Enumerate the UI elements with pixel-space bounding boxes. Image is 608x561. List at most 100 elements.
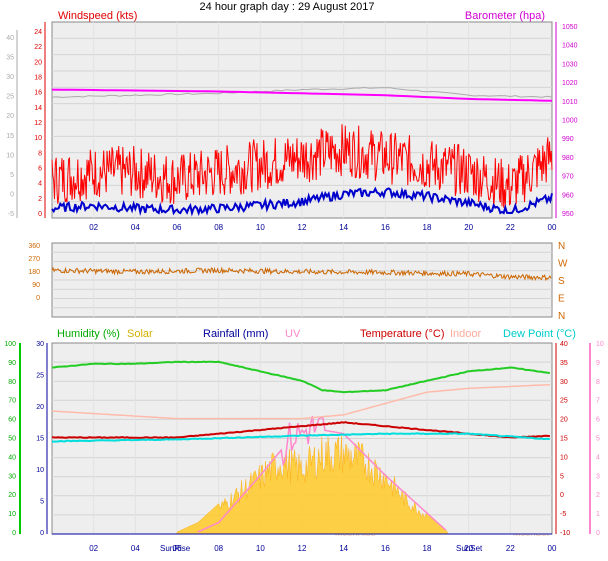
wind-outer-tick: 40 <box>6 35 14 42</box>
uv-tick: 8 <box>596 379 600 386</box>
wind-inner-tick: 24 <box>34 29 42 36</box>
wind-outer-tick: 20 <box>6 113 14 120</box>
wind-inner-tick: 0 <box>38 211 42 218</box>
sunrise-axis-label: SunRise <box>160 544 191 553</box>
weather-x-tick: 16 <box>381 544 390 553</box>
uv-tick: 10 <box>596 341 604 348</box>
humidity-tick: 70 <box>8 398 16 405</box>
compass-tick: S <box>558 276 565 287</box>
wind-inner-tick: 12 <box>34 120 42 127</box>
baro-tick: 1050 <box>562 24 578 31</box>
weather-x-tick: 06 <box>173 544 182 553</box>
wind-direction-line <box>51 266 552 282</box>
humidity-tick: 80 <box>8 379 16 386</box>
wind-outer-tick: -5 <box>8 211 14 218</box>
weather-x-tick: 14 <box>339 544 348 553</box>
legend-indoor: Indoor <box>450 328 482 340</box>
wind-outer-tick: 10 <box>6 152 14 159</box>
wind-x-tick: 18 <box>423 223 432 232</box>
compass-tick: W <box>558 259 568 270</box>
uv-tick: 4 <box>596 454 600 461</box>
humidity-tick: 50 <box>8 436 16 443</box>
humidity-tick: 30 <box>8 473 16 480</box>
rain-tick: 5 <box>40 499 44 506</box>
wind-x-tick: 04 <box>131 223 140 232</box>
humidity-tick: 90 <box>8 360 16 367</box>
wind-inner-tick: 2 <box>38 196 42 203</box>
wind-inner-tick: 20 <box>34 59 42 66</box>
baro-tick: 950 <box>562 211 574 218</box>
weather-x-tick: 10 <box>256 544 265 553</box>
wind-outer-tick: 30 <box>6 74 14 81</box>
compass-tick: N <box>558 311 565 322</box>
uv-tick: 0 <box>596 530 600 537</box>
wind-x-tick: 00 <box>548 223 557 232</box>
wind-x-tick: 06 <box>173 223 182 232</box>
humidity-tick: 100 <box>4 341 16 348</box>
rain-tick: 0 <box>40 530 44 537</box>
temperature-tick: -5 <box>560 511 566 518</box>
baro-tick: 990 <box>562 136 574 143</box>
wind-x-tick: 20 <box>464 223 473 232</box>
uv-tick: 3 <box>596 473 600 480</box>
windspeed-line <box>51 124 553 208</box>
wind-inner-tick: 4 <box>38 181 42 188</box>
temperature-tick: 15 <box>560 436 568 443</box>
baro-tick: 1020 <box>562 80 578 87</box>
legend-rainfall: Rainfall (mm) <box>203 328 268 340</box>
chart-title: 24 hour graph day : 29 August 2017 <box>200 1 375 13</box>
humidity-tick: 0 <box>12 530 16 537</box>
wind-inner-tick: 10 <box>34 135 42 142</box>
wind-inner-tick: 8 <box>38 150 42 157</box>
humidity-tick: 40 <box>8 454 16 461</box>
compass-tick: E <box>558 294 565 305</box>
wind-x-tick: 14 <box>339 223 348 232</box>
wind-inner-tick: 18 <box>34 75 42 82</box>
rain-tick: 25 <box>36 373 44 380</box>
humidity-tick: 20 <box>8 492 16 499</box>
indoor-line <box>51 383 550 420</box>
weather-x-tick: 12 <box>298 544 307 553</box>
barometer-line <box>51 88 553 102</box>
uv-tick: 5 <box>596 436 600 443</box>
wind-axis-title: Windspeed (kts) <box>58 10 137 22</box>
humidity-line <box>52 360 551 394</box>
wind-x-tick: 08 <box>214 223 223 232</box>
rain-tick: 15 <box>36 436 44 443</box>
direction-tick: 90 <box>32 282 40 289</box>
weather-x-tick: 02 <box>89 544 98 553</box>
baro-tick: 980 <box>562 155 574 162</box>
solar-area <box>176 435 449 535</box>
gray-trace <box>51 86 553 98</box>
rain-tick: 20 <box>36 404 44 411</box>
weather-x-tick: 08 <box>214 544 223 553</box>
legend-humidity: Humidity (%) <box>57 328 120 340</box>
wind-outer-tick: 35 <box>6 55 14 62</box>
temperature-tick: 35 <box>560 360 568 367</box>
temperature-tick: 40 <box>560 341 568 348</box>
baro-tick: 1010 <box>562 99 578 106</box>
wind-x-tick: 12 <box>298 223 307 232</box>
baro-tick: 1000 <box>562 118 578 125</box>
uv-tick: 7 <box>596 398 600 405</box>
uv-tick: 1 <box>596 511 600 518</box>
wind-inner-tick: 16 <box>34 90 42 97</box>
wind-average-line <box>51 186 553 217</box>
direction-tick: 360 <box>28 243 40 250</box>
direction-tick: 0 <box>36 295 40 302</box>
weather-x-tick: 00 <box>548 544 557 553</box>
wind-outer-tick: 5 <box>10 172 14 179</box>
direction-tick: 180 <box>28 269 40 276</box>
wind-x-tick: 16 <box>381 223 390 232</box>
legend-temperature: Temperature (°C) <box>360 328 444 340</box>
temperature-tick: 5 <box>560 473 564 480</box>
weather-x-tick: 04 <box>131 544 140 553</box>
wind-x-tick: 02 <box>89 223 98 232</box>
temperature-tick: 25 <box>560 398 568 405</box>
wind-outer-tick: 0 <box>10 191 14 198</box>
baro-tick: 960 <box>562 192 574 199</box>
wind-x-tick: 10 <box>256 223 265 232</box>
weather-x-tick: 20 <box>464 544 473 553</box>
dewpoint-line <box>51 432 551 443</box>
